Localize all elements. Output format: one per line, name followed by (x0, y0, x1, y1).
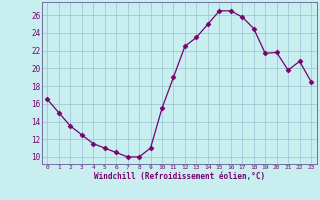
X-axis label: Windchill (Refroidissement éolien,°C): Windchill (Refroidissement éolien,°C) (94, 172, 265, 181)
